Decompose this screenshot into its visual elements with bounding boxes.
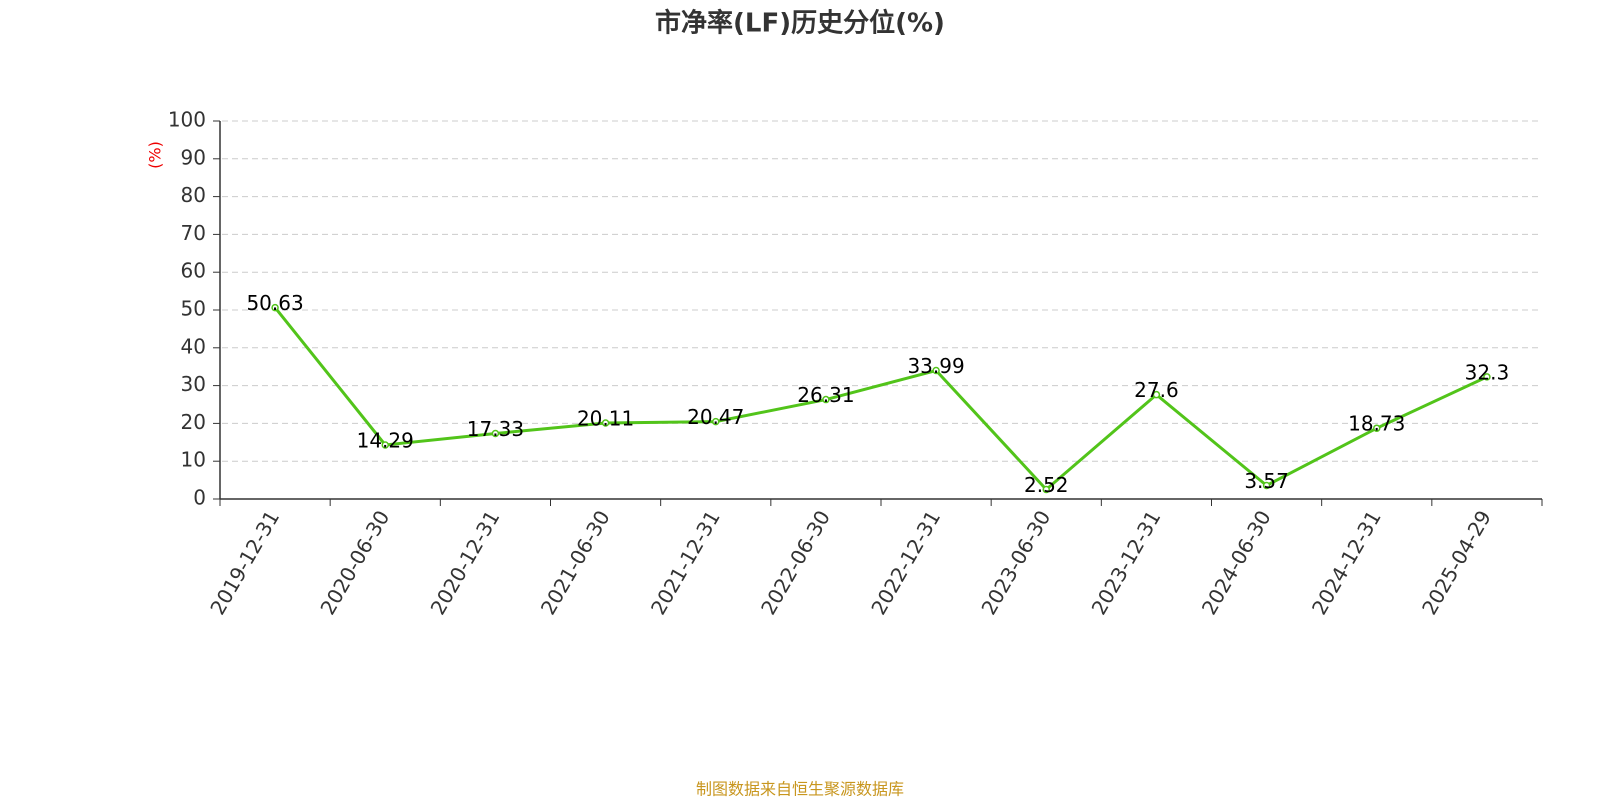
data-label: 33.99: [907, 354, 964, 378]
data-label: 20.47: [687, 405, 744, 429]
point: [1373, 424, 1381, 432]
y-tick-label: 90: [181, 145, 206, 169]
y-tick-label: 100: [168, 108, 206, 132]
x-tick-label: 2022-06-30: [756, 506, 835, 619]
data-label: 18.73: [1348, 412, 1405, 436]
y-tick-label: 60: [181, 259, 206, 283]
point: [271, 303, 279, 312]
x-tick-label: 2023-06-30: [976, 506, 1055, 619]
data-label: 50.63: [246, 291, 303, 315]
point: [381, 441, 389, 449]
x-tick-label: 2020-12-31: [426, 506, 505, 619]
x-tick-label: 2025-04-29: [1417, 506, 1496, 619]
point: [1483, 373, 1491, 381]
point: [491, 429, 500, 438]
y-tick-label: 0: [193, 486, 206, 510]
x-tick-label: 2023-12-31: [1087, 506, 1166, 619]
data-label: 27.6: [1134, 378, 1179, 402]
x-tick-label: 2021-12-31: [646, 506, 725, 619]
y-tick-label: 30: [181, 372, 206, 396]
x-tick-label: 2022-12-31: [866, 506, 945, 619]
point: [1152, 390, 1161, 399]
point: [822, 395, 830, 404]
source-note: 制图数据来自恒生聚源数据库: [696, 780, 904, 799]
data-label: 20.11: [577, 406, 634, 430]
data-label: 3.57: [1244, 469, 1289, 493]
data-label: 32.3: [1465, 360, 1510, 384]
point: [1042, 485, 1050, 494]
point: [932, 366, 940, 375]
y-tick-label: 10: [181, 448, 206, 472]
y-axis-label: (%): [146, 141, 165, 169]
y-tick-label: 70: [181, 221, 206, 245]
point: [712, 417, 720, 426]
x-tick-label: 2024-06-30: [1197, 506, 1276, 619]
y-tick-label: 40: [181, 334, 206, 358]
x-tick-label: 2024-12-31: [1307, 506, 1386, 619]
point: [601, 419, 610, 427]
data-label: 26.31: [797, 383, 854, 407]
y-tick-label: 50: [181, 297, 206, 321]
line: [273, 306, 1488, 492]
x-tick-label: 2020-06-30: [315, 506, 394, 619]
data-label: 2.52: [1024, 473, 1069, 497]
point: [1262, 481, 1271, 490]
data-label: 17.33: [467, 417, 524, 441]
y-tick-label: 80: [181, 183, 206, 207]
data-label: 14.29: [357, 428, 414, 452]
x-tick-label: 2021-06-30: [536, 506, 615, 619]
y-tick-label: 20: [181, 410, 206, 434]
x-tick-label: 2019-12-31: [205, 506, 284, 619]
chart-title: 市净率(LF)历史分位(%): [655, 8, 945, 39]
